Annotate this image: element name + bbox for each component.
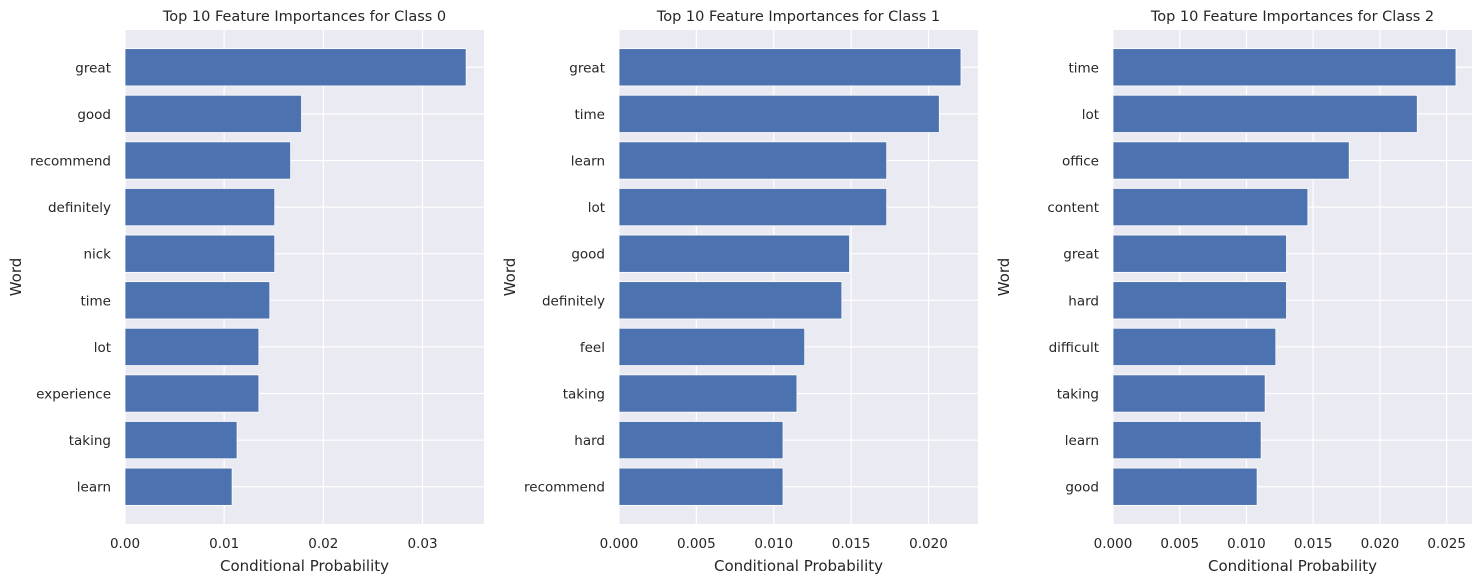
x-tick-label: 0.02 xyxy=(308,536,338,552)
x-axis-label: Conditional Probability xyxy=(1208,557,1377,575)
chart-panel-class-1: great time learn lot good definitely feel takin… xyxy=(501,9,978,575)
bar-learn xyxy=(1112,421,1262,460)
y-tick-label: difficult xyxy=(1049,340,1099,356)
bar-lot xyxy=(618,188,888,227)
y-tick-label: learn xyxy=(1065,433,1099,449)
x-tick-label: 0.010 xyxy=(1227,536,1266,552)
y-tick-label: office xyxy=(1062,153,1099,169)
bar-definitely xyxy=(124,188,276,227)
bar-hard xyxy=(618,421,784,460)
y-tick-label: taking xyxy=(563,387,605,403)
y-tick-label: nick xyxy=(83,247,111,263)
x-tick-label: 0.005 xyxy=(1160,536,1199,552)
y-axis-label: Word xyxy=(995,258,1013,297)
chart-title: Top 10 Feature Importances for Class 0 xyxy=(162,9,446,25)
bar-recommend xyxy=(124,141,292,180)
x-tick-label: 0.00 xyxy=(110,536,140,552)
x-tick-label: 0.000 xyxy=(1094,536,1133,552)
y-tick-label: good xyxy=(77,107,111,123)
bar-feel xyxy=(618,327,806,366)
y-tick-label: great xyxy=(75,60,111,76)
y-tick-label: taking xyxy=(1057,387,1099,403)
x-axis-label: Conditional Probability xyxy=(714,557,883,575)
y-tick-label: great xyxy=(569,60,605,76)
chart-panel-class-0: great good recommend definitely nick time lot e… xyxy=(7,9,484,575)
y-tick-label: time xyxy=(574,107,605,123)
x-tick-label: 0.03 xyxy=(407,536,437,552)
bar-good xyxy=(618,234,850,273)
chart-title: Top 10 Feature Importances for Class 1 xyxy=(656,9,940,25)
bar-good xyxy=(124,94,302,133)
bar-great xyxy=(1112,234,1287,273)
x-tick-label: 0.025 xyxy=(1427,536,1466,552)
chart-title: Top 10 Feature Importances for Class 2 xyxy=(1150,9,1434,25)
bar-good xyxy=(1112,467,1258,506)
bar-lot xyxy=(1112,94,1418,133)
y-tick-label: learn xyxy=(77,480,111,496)
y-tick-label: hard xyxy=(574,433,605,449)
bar-recommend xyxy=(618,467,784,506)
y-tick-label: recommend xyxy=(30,153,111,169)
bar-great xyxy=(618,48,962,87)
bar-lot xyxy=(124,327,260,366)
bar-time xyxy=(124,281,271,320)
bar-time xyxy=(1112,48,1457,87)
y-tick-label: good xyxy=(571,247,605,263)
bar-nick xyxy=(124,234,276,273)
y-tick-label: definitely xyxy=(542,293,605,309)
bar-difficult xyxy=(1112,327,1277,366)
y-tick-label: time xyxy=(1068,60,1099,76)
bar-learn xyxy=(124,467,233,506)
x-tick-label: 0.020 xyxy=(1361,536,1400,552)
x-tick-label: 0.01 xyxy=(209,536,239,552)
x-tick-label: 0.015 xyxy=(1294,536,1333,552)
x-tick-label: 0.020 xyxy=(909,536,948,552)
y-tick-label: time xyxy=(80,293,111,309)
bar-taking xyxy=(124,421,238,460)
x-axis-label: Conditional Probability xyxy=(220,557,389,575)
y-tick-label: lot xyxy=(588,200,605,216)
y-tick-label: recommend xyxy=(524,480,605,496)
chart-panel-class-2: time lot office content great hard difficult ta… xyxy=(995,9,1472,575)
bar-definitely xyxy=(618,281,843,320)
bar-hard xyxy=(1112,281,1287,320)
y-tick-label: hard xyxy=(1068,293,1099,309)
bar-taking xyxy=(618,374,798,413)
bar-time xyxy=(618,94,940,133)
y-tick-label: learn xyxy=(571,153,605,169)
y-tick-label: lot xyxy=(1082,107,1099,123)
y-tick-label: good xyxy=(1065,480,1099,496)
x-tick-label: 0.015 xyxy=(832,536,871,552)
x-tick-label: 0.000 xyxy=(600,536,639,552)
bar-taking xyxy=(1112,374,1266,413)
x-tick-label: 0.010 xyxy=(754,536,793,552)
y-axis-label: Word xyxy=(501,258,519,297)
y-axis-label: Word xyxy=(7,258,25,297)
bar-great xyxy=(124,48,467,87)
y-tick-label: experience xyxy=(36,387,111,403)
bar-experience xyxy=(124,374,260,413)
bar-content xyxy=(1112,188,1309,227)
x-tick-label: 0.005 xyxy=(677,536,716,552)
y-tick-label: great xyxy=(1063,247,1099,263)
y-tick-label: lot xyxy=(94,340,111,356)
y-tick-label: taking xyxy=(69,433,111,449)
bar-learn xyxy=(618,141,888,180)
y-tick-label: content xyxy=(1047,200,1099,216)
bar-office xyxy=(1112,141,1350,180)
y-tick-label: feel xyxy=(580,340,605,356)
y-tick-label: definitely xyxy=(48,200,111,216)
